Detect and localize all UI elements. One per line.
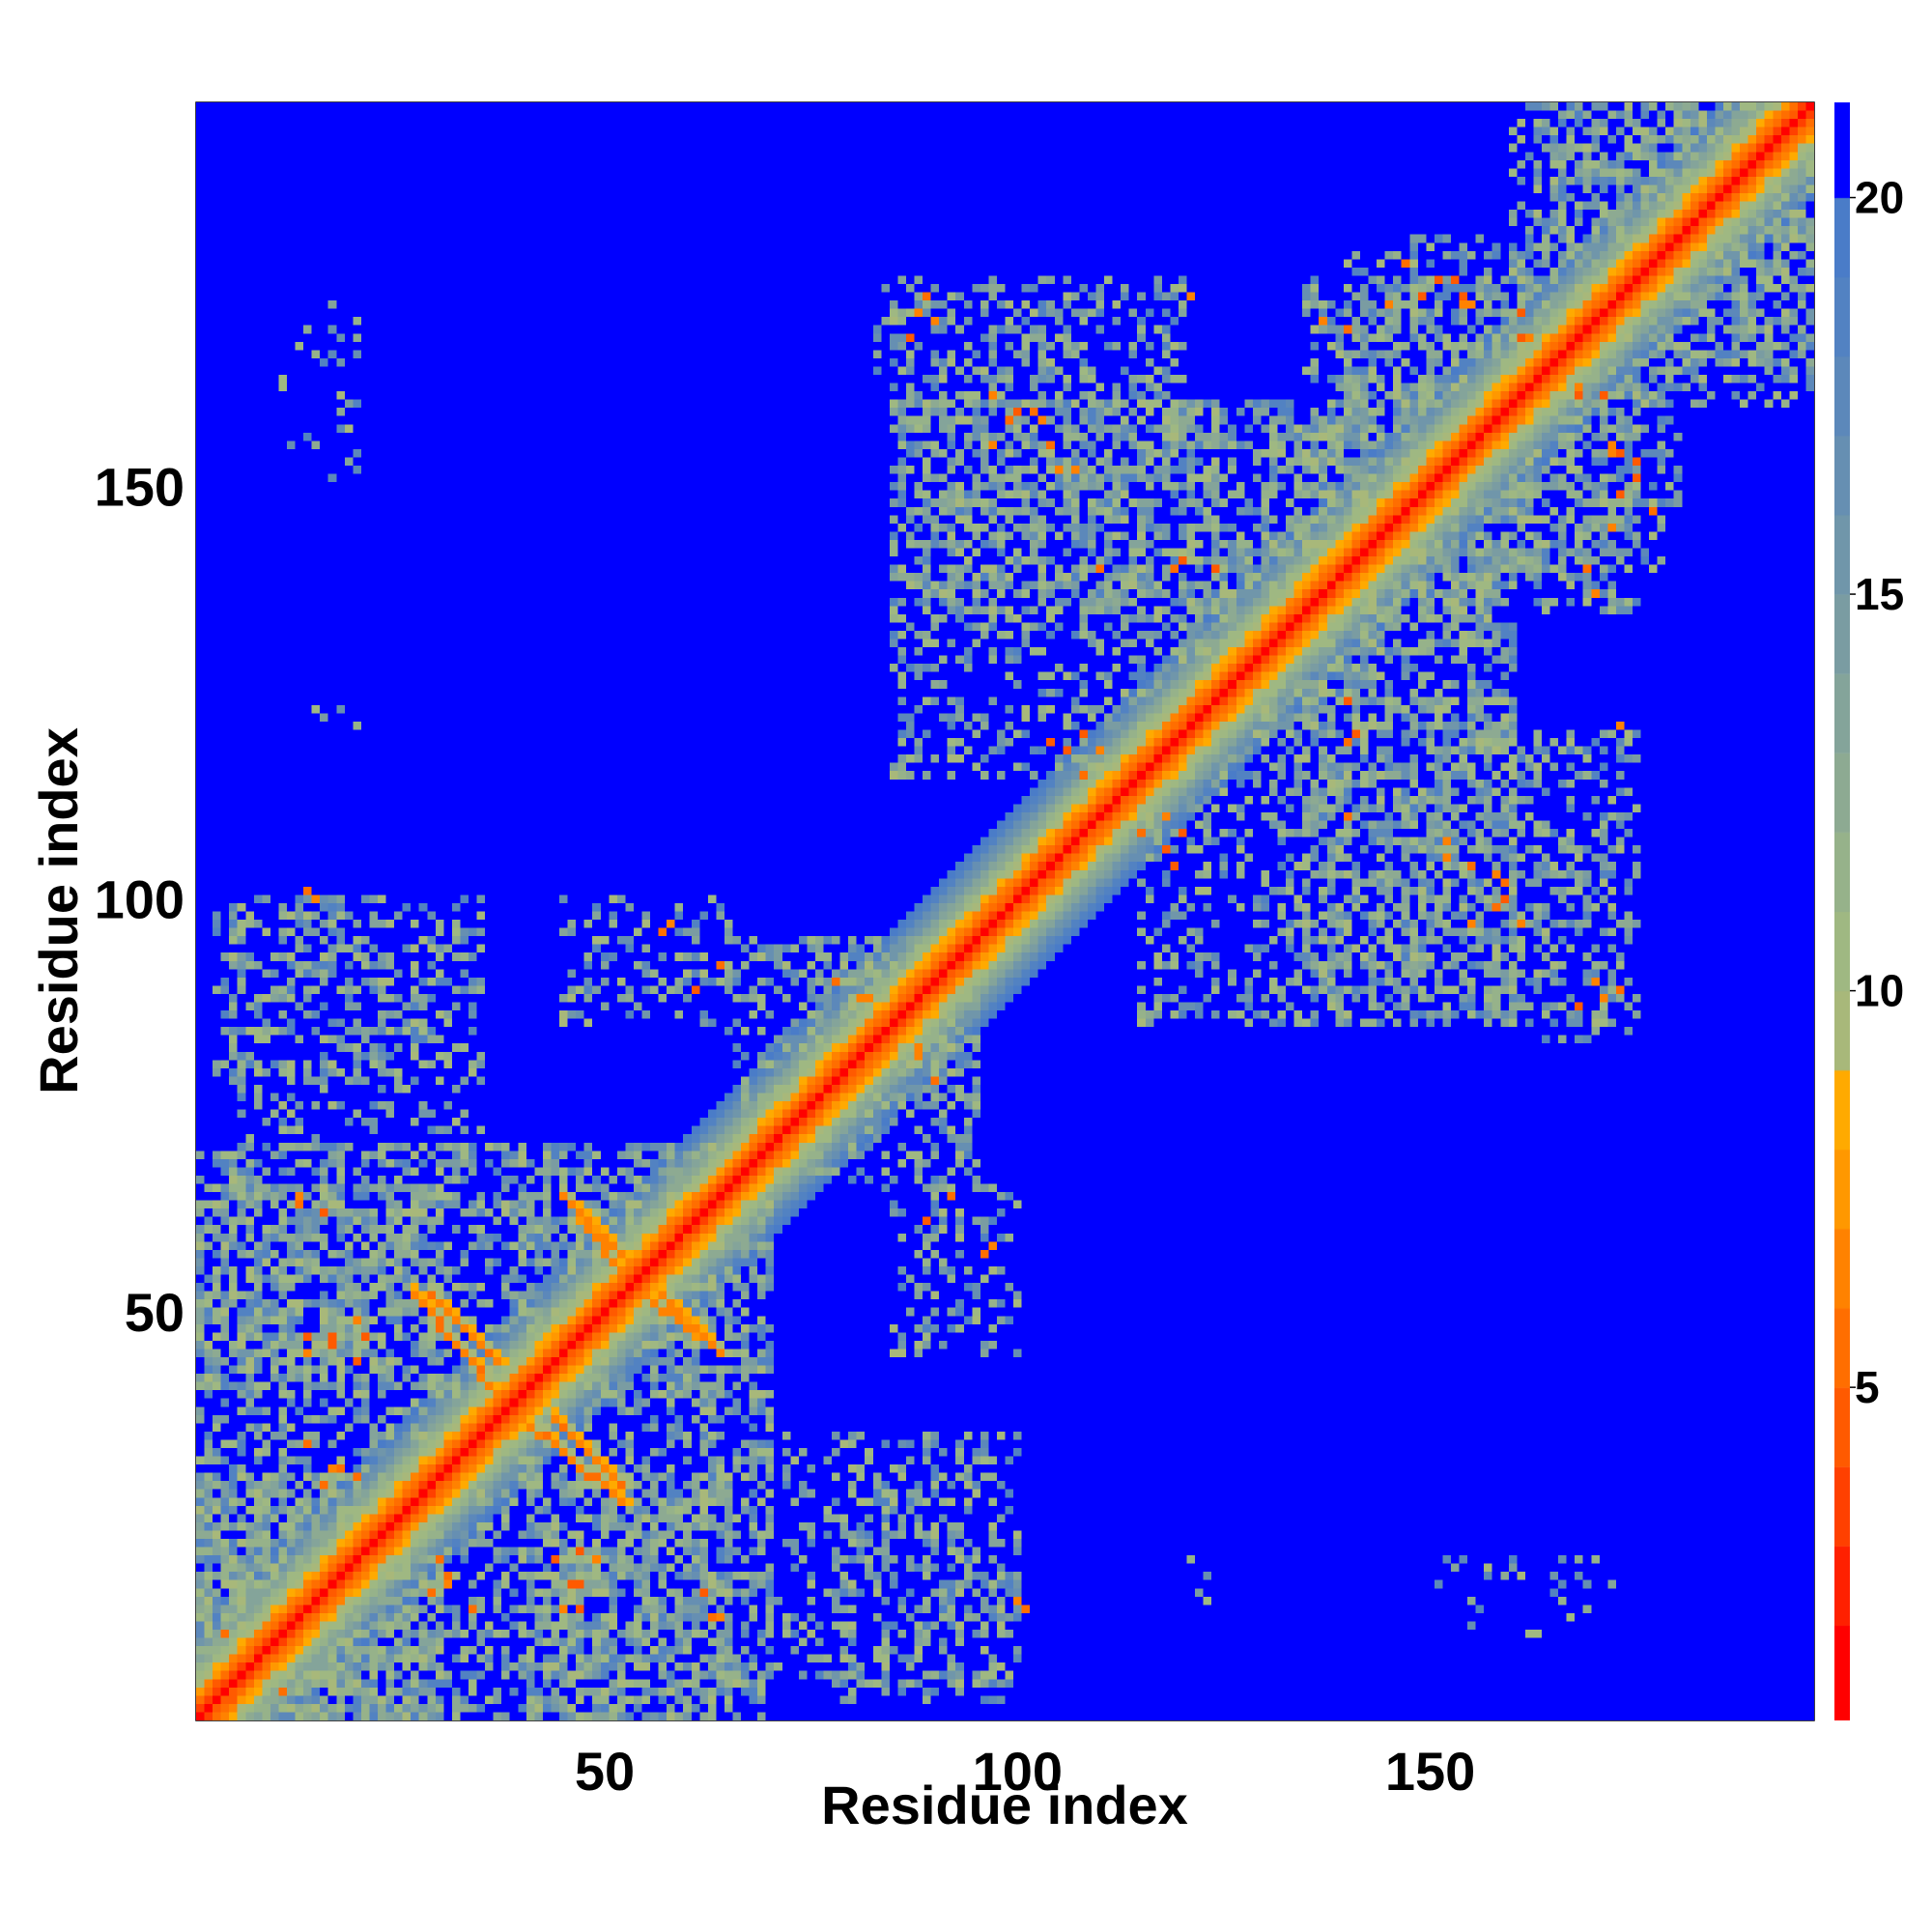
colorbar-tick-label: 5	[1855, 1362, 1880, 1412]
y-tick-label: 150	[95, 456, 185, 517]
colorbar	[1834, 102, 1850, 1720]
x-tick-label: 100	[973, 1741, 1063, 1802]
contact-map-heatmap	[196, 102, 1814, 1720]
x-axis-label: Residue index	[821, 1775, 1188, 1835]
y-tick-label: 50	[125, 1282, 185, 1343]
x-tick-label: 50	[575, 1741, 635, 1802]
x-axis-ticks: 50 100 150	[575, 102, 1475, 1802]
colorbar-tick-label: 15	[1855, 569, 1904, 619]
colorbar-tick-label: 10	[1855, 966, 1904, 1016]
colorbar-ticks: 5 10 15 20	[1850, 173, 1904, 1412]
colorbar-tick-label: 20	[1855, 173, 1904, 223]
y-tick-label: 100	[95, 869, 185, 930]
x-tick-label: 150	[1385, 1741, 1475, 1802]
y-axis-label: Residue index	[28, 727, 89, 1094]
